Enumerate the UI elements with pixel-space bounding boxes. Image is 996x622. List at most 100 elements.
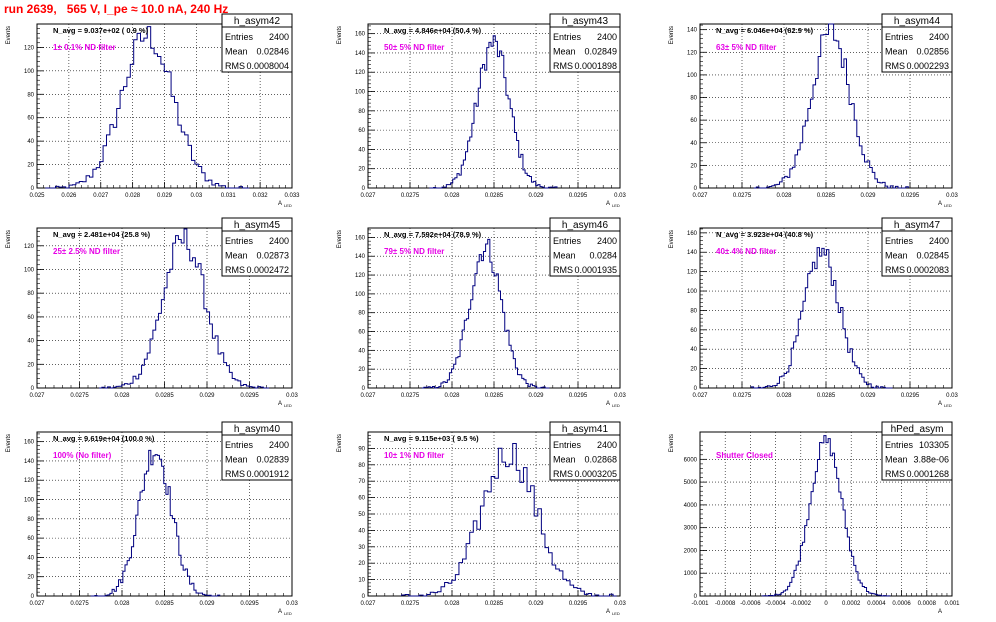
x-tick-label: 0.0004	[867, 601, 886, 607]
x-tick-label: 0.0295	[240, 601, 259, 607]
x-axis-title-subscript: LED	[284, 403, 292, 408]
x-tick-label: 0.03	[191, 193, 203, 199]
stats-value-mean: 0.0284	[589, 251, 617, 261]
stats-label-entries: Entries	[885, 236, 914, 246]
x-tick-label: 0.0295	[569, 393, 588, 399]
x-tick-label: 0.0295	[569, 193, 588, 199]
x-tick-label: 0.0275	[70, 393, 89, 399]
stats-box	[881, 421, 953, 481]
y-tick-label: 80	[27, 92, 34, 98]
x-tick-label: 0.027	[692, 193, 708, 199]
stats-label-rms: RMS	[225, 265, 245, 275]
y-tick-label: 100	[355, 292, 366, 298]
x-tick-label: 0.029	[528, 601, 544, 607]
y-tick-label: 20	[690, 367, 697, 373]
x-tick-label: 0.029	[199, 393, 215, 399]
stats-label-mean: Mean	[225, 455, 248, 465]
stats-value-mean: 0.02856	[916, 47, 949, 57]
x-tick-label: 0.0275	[401, 193, 420, 199]
y-tick-label: 20	[27, 362, 34, 368]
x-tick-label: 0.0008	[918, 601, 937, 607]
x-tick-label: 0.027	[360, 601, 376, 607]
y-tick-label: 80	[690, 96, 697, 102]
stats-title: h_asym42	[234, 16, 281, 27]
y-tick-label: 60	[27, 315, 34, 321]
stats-title: h_asym47	[894, 220, 941, 231]
y-tick-label: 0	[362, 594, 366, 600]
stats-label-rms: RMS	[553, 61, 573, 71]
y-tick-label: 0	[694, 186, 698, 192]
y-tick-label: 40	[690, 141, 697, 147]
y-tick-label: 0	[694, 594, 698, 600]
stats-value-entries: 2400	[269, 32, 289, 42]
y-tick-label: 80	[358, 311, 365, 317]
stats-title: h_asym46	[562, 220, 609, 231]
x-tick-label: 0.028	[444, 193, 460, 199]
x-tick-label: 0.033	[284, 193, 300, 199]
x-tick-label: 0.03	[946, 393, 958, 399]
x-axis-title: A	[606, 401, 610, 407]
x-tick-label: 0.032	[253, 193, 269, 199]
x-tick-label: -0.0004	[765, 601, 786, 607]
stats-value-entries: 2400	[597, 32, 617, 42]
stats-value-rms: 0.0003205	[574, 469, 617, 479]
y-axis-title: Events	[669, 230, 675, 248]
histogram-line	[401, 443, 617, 597]
stats-label-entries: Entries	[225, 236, 254, 246]
stats-box	[549, 13, 621, 73]
stats-value-rms: 0.0002293	[906, 61, 949, 71]
navg-label: N_avg = 6.046e+04 (62.9 %)	[716, 26, 814, 35]
stats-value-mean: 0.02873	[256, 251, 289, 261]
navg-label: N_avg = 9.037e+02 ( 0.9 %)	[53, 26, 149, 35]
filter-label: 40± 4% ND filter	[716, 247, 776, 256]
stats-value-entries: 2400	[269, 236, 289, 246]
histogram-line	[99, 228, 270, 389]
stats-label-entries: Entries	[553, 440, 582, 450]
x-tick-label: 0.03	[614, 601, 626, 607]
filter-label: Shutter Closed	[716, 451, 773, 460]
y-axis-title: Events	[337, 26, 343, 44]
x-tick-label: 0.0295	[240, 393, 259, 399]
x-axis-title: A	[278, 201, 282, 207]
filter-label: 10± 1% ND filter	[384, 451, 444, 460]
x-tick-label: 0.03	[614, 193, 626, 199]
stats-label-mean: Mean	[553, 455, 576, 465]
stats-value-rms: 0.0002472	[246, 265, 289, 275]
x-axis-title: A	[938, 201, 942, 207]
x-tick-label: 0.03	[286, 393, 298, 399]
histogram-pad-h_asym40: 0.027 0.0275 0.028 0.0285 0.029 0.0295 0.03 0 20…	[6, 421, 298, 616]
stats-value-mean: 0.02846	[256, 47, 289, 57]
y-axis-title: Events	[669, 434, 675, 452]
y-tick-label: 0	[694, 386, 698, 392]
filter-label: 100% (No filter)	[53, 451, 112, 460]
y-tick-label: 6000	[684, 457, 698, 463]
x-tick-label: 0.0275	[70, 601, 89, 607]
stats-value-rms: 0.0001912	[246, 469, 289, 479]
stats-value-entries: 2400	[597, 236, 617, 246]
x-axis-title-subscript: LED	[944, 403, 952, 408]
x-tick-label: 0.029	[860, 393, 876, 399]
y-tick-label: 100	[24, 69, 35, 75]
y-tick-label: 80	[27, 291, 34, 297]
filter-label: 25± 2.5% ND filter	[53, 247, 120, 256]
stats-label-rms: RMS	[553, 265, 573, 275]
x-tick-label: 0.028	[776, 193, 792, 199]
y-tick-label: 60	[27, 536, 34, 542]
x-axis-title-subscript: LED	[612, 403, 620, 408]
stats-label-entries: Entries	[885, 32, 914, 42]
x-tick-label: 0.028	[444, 601, 460, 607]
stats-title: h_asym41	[562, 424, 609, 435]
stats-label-mean: Mean	[885, 251, 908, 261]
y-tick-label: 120	[355, 273, 366, 279]
stats-label-rms: RMS	[885, 265, 905, 275]
stats-label-rms: RMS	[225, 61, 245, 71]
x-tick-label: 0.027	[29, 601, 45, 607]
y-tick-label: 80	[358, 463, 365, 469]
y-tick-label: 140	[24, 459, 35, 465]
stats-value-entries: 103305	[919, 440, 949, 450]
x-tick-label: 0.03	[946, 193, 958, 199]
histogram-pad-h_asym42: 0.025 0.026 0.027 0.028 0.029 0.03 0.031 0.032 0…	[6, 13, 300, 208]
y-tick-label: 20	[358, 167, 365, 173]
stats-value-rms: 0.0001268	[906, 469, 949, 479]
stats-title: h_asym43	[562, 16, 609, 27]
